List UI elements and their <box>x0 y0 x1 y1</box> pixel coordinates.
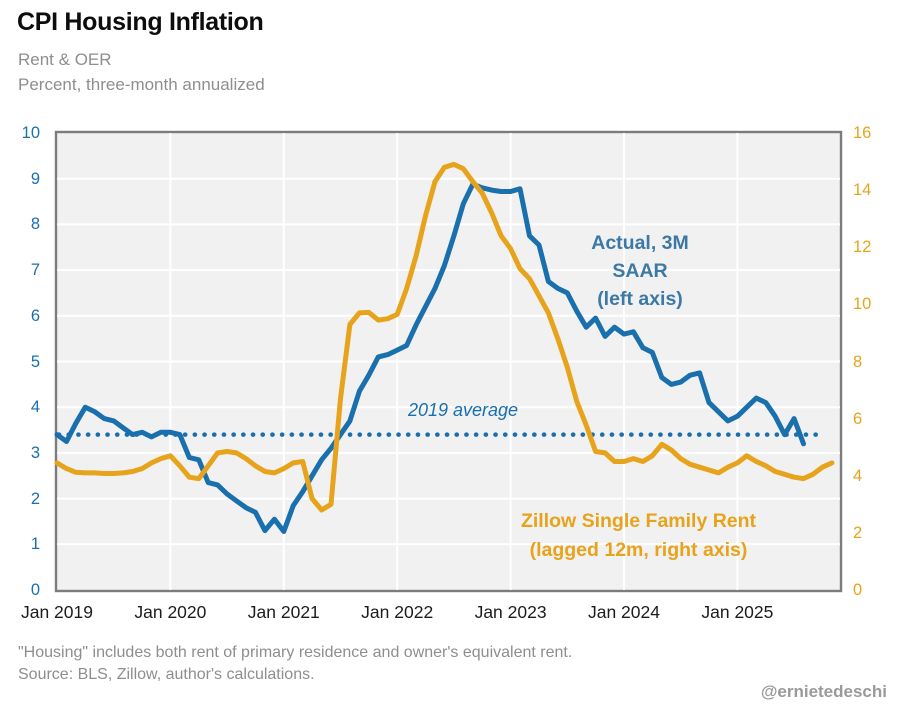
right-axis-tick: 14 <box>853 181 872 200</box>
x-axis-label: Jan 2023 <box>474 602 547 622</box>
left-axis-tick: 4 <box>30 398 40 417</box>
actual-saar-line <box>54 181 806 534</box>
zillow-rent-line <box>54 161 835 513</box>
left-axis-tick: 8 <box>30 215 40 234</box>
x-axis-label: Jan 2022 <box>361 602 434 622</box>
right-axis-tick: 12 <box>853 238 872 257</box>
left-axis-tick: 3 <box>30 443 40 462</box>
right-axis-tick: 2 <box>853 523 863 542</box>
annotation-actual-line3: (left axis) <box>597 288 683 310</box>
x-axis-label: Jan 2019 <box>20 602 93 622</box>
x-axis-label: Jan 2021 <box>247 602 320 622</box>
chart-subtitle-series: Rent & OER <box>18 50 112 69</box>
annotation-actual-series: Actual, 3M SAAR (left axis) <box>540 229 740 313</box>
left-axis-tick: 7 <box>30 261 40 280</box>
right-axis-tick: 6 <box>853 409 863 428</box>
annotation-zillow-line1: Zillow Single Family Rent <box>520 510 757 532</box>
right-axis-tick: 0 <box>853 581 863 599</box>
left-axis-tick: 0 <box>30 581 40 599</box>
left-axis-tick: 5 <box>30 352 40 371</box>
left-axis-tick: 2 <box>30 489 40 508</box>
annotation-actual-line2: SAAR <box>612 260 668 282</box>
x-axis-label: Jan 2025 <box>701 602 774 622</box>
left-axis-tick: 6 <box>30 306 40 325</box>
chart-title: CPI Housing Inflation <box>17 8 264 36</box>
right-axis-tick: 4 <box>853 466 863 485</box>
source-note: Source: BLS, Zillow, author's calculatio… <box>18 666 315 683</box>
chart-subtitle-units: Percent, three-month annualized <box>18 75 265 94</box>
annotation-zillow-series: Zillow Single Family Rent (lagged 12m, r… <box>496 507 781 565</box>
x-axis-label: Jan 2020 <box>134 602 207 622</box>
left-axis-tick: 1 <box>30 535 40 554</box>
annotation-zillow-line2: (lagged 12m, right axis) <box>529 539 748 561</box>
footnote: "Housing" includes both rent of primary … <box>18 644 573 661</box>
right-axis-tick: 8 <box>853 352 863 371</box>
x-axis-label: Jan 2024 <box>587 602 660 622</box>
annotation-actual-line1: Actual, 3M <box>591 232 689 254</box>
left-axis-tick: 10 <box>21 124 40 142</box>
right-axis-tick: 10 <box>853 295 872 314</box>
right-axis-tick: 16 <box>853 124 872 142</box>
annotation-2019-average: 2019 average <box>407 400 519 420</box>
author-handle: @ernietedeschi <box>760 682 887 701</box>
left-axis-tick: 9 <box>30 169 40 188</box>
